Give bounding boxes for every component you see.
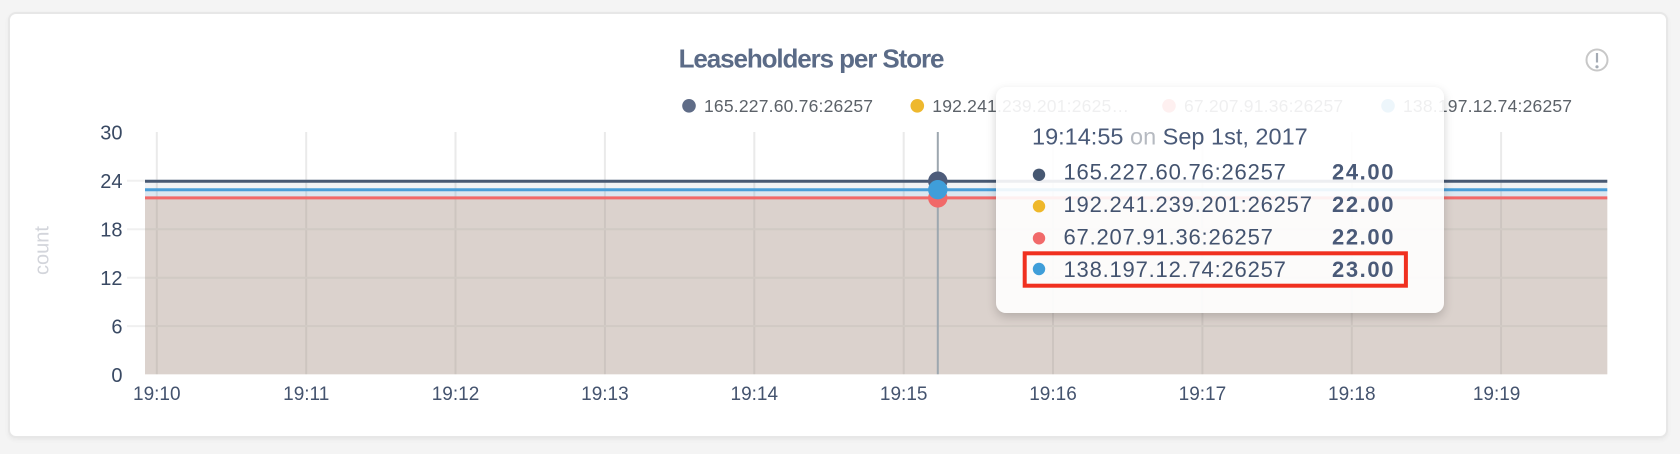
svg-text:19:13: 19:13 <box>581 384 629 405</box>
svg-text:18: 18 <box>100 220 122 242</box>
svg-text:138.197.12.74:26257: 138.197.12.74:26257 <box>1064 257 1287 282</box>
svg-text:30: 30 <box>100 123 122 145</box>
svg-text:24.00: 24.00 <box>1332 160 1395 185</box>
svg-text:19:19: 19:19 <box>1473 384 1521 405</box>
svg-text:67.207.91.36:26257: 67.207.91.36:26257 <box>1064 224 1274 249</box>
svg-text:23.00: 23.00 <box>1332 257 1395 282</box>
svg-text:count: count <box>32 226 54 275</box>
svg-text:22.00: 22.00 <box>1332 192 1395 217</box>
svg-text:19:16: 19:16 <box>1029 384 1077 405</box>
svg-text:19:11: 19:11 <box>283 384 329 405</box>
svg-text:192.241.239.201:26257: 192.241.239.201:26257 <box>1064 192 1313 217</box>
svg-text:19:18: 19:18 <box>1328 384 1376 405</box>
svg-text:Leaseholders per Store: Leaseholders per Store <box>679 44 944 74</box>
svg-text:19:14:55 on Sep 1st, 2017: 19:14:55 on Sep 1st, 2017 <box>1032 123 1308 149</box>
svg-text:24: 24 <box>100 171 122 193</box>
svg-text:19:10: 19:10 <box>133 384 181 405</box>
svg-text:19:15: 19:15 <box>880 384 928 405</box>
svg-text:12: 12 <box>100 268 122 290</box>
svg-text:0: 0 <box>111 365 122 387</box>
svg-text:19:14: 19:14 <box>731 384 779 405</box>
svg-text:6: 6 <box>111 316 122 338</box>
svg-text:138.197.12.74:26257: 138.197.12.74:26257 <box>1403 96 1572 116</box>
svg-text:165.227.60.76:26257: 165.227.60.76:26257 <box>1064 160 1287 185</box>
svg-text:22.00: 22.00 <box>1332 224 1395 249</box>
svg-text:165.227.60.76:26257: 165.227.60.76:26257 <box>704 96 873 116</box>
svg-text:19:17: 19:17 <box>1179 384 1227 405</box>
svg-text:19:12: 19:12 <box>432 384 480 405</box>
